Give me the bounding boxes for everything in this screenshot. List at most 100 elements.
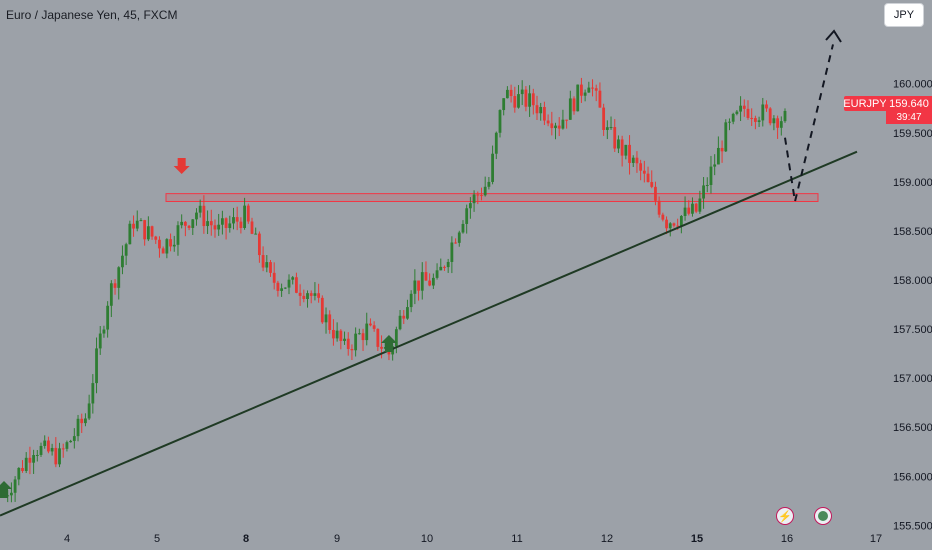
candle-body xyxy=(513,96,517,108)
candle-body xyxy=(172,244,176,247)
candle-body xyxy=(394,329,398,347)
candle-body xyxy=(246,205,250,222)
candle-body xyxy=(461,223,465,233)
candle-body xyxy=(332,329,335,339)
candle-body xyxy=(672,223,676,226)
candle-body xyxy=(176,225,180,245)
candle-body xyxy=(250,221,254,234)
candle-body xyxy=(705,184,709,186)
candle-body xyxy=(309,293,313,296)
candle-body xyxy=(161,248,165,254)
candle-body xyxy=(287,279,291,288)
candle-body xyxy=(742,105,746,109)
trendline xyxy=(0,150,858,517)
candle-body xyxy=(476,194,480,196)
candle-body xyxy=(694,203,698,212)
candle-body xyxy=(554,125,557,129)
candle-body xyxy=(487,181,491,187)
candle-body xyxy=(446,261,450,268)
candle-body xyxy=(95,348,98,384)
x-tick-label: 10 xyxy=(421,533,433,545)
candle-body xyxy=(776,118,779,128)
candle-body xyxy=(50,447,54,452)
candle-body xyxy=(209,221,213,226)
candle-body xyxy=(291,277,295,280)
candle-body xyxy=(98,333,102,349)
candle-body xyxy=(757,120,761,122)
candle-body xyxy=(17,467,21,480)
candle-body xyxy=(21,467,24,471)
candle-body xyxy=(720,147,724,152)
candle-body xyxy=(28,457,32,463)
candle-body xyxy=(228,223,232,229)
candle-body xyxy=(605,127,609,130)
candle-body xyxy=(628,144,631,163)
candle-body xyxy=(306,293,309,300)
candle-body xyxy=(24,457,28,471)
x-tick-label: 12 xyxy=(601,533,613,545)
candle-body xyxy=(450,242,454,262)
candle-body xyxy=(635,157,639,164)
candle-body xyxy=(132,223,135,229)
candle-body xyxy=(39,445,43,455)
x-tick-label: 5 xyxy=(154,533,160,545)
currency-button[interactable]: JPY xyxy=(884,3,924,27)
candle-body xyxy=(491,153,494,182)
candle-body xyxy=(406,307,409,319)
candle-body xyxy=(402,315,406,319)
candle-body xyxy=(254,233,258,235)
candle-body xyxy=(143,220,147,240)
candle-body xyxy=(217,224,221,230)
chart-title: Euro / Japanese Yen, 45, FXCM xyxy=(6,8,178,22)
candle-body xyxy=(343,338,346,341)
candle-body xyxy=(502,98,506,111)
candle-body xyxy=(520,89,524,95)
candle-body xyxy=(543,106,546,121)
candle-body xyxy=(676,225,680,227)
candle-body xyxy=(420,272,424,291)
candle-body xyxy=(498,110,502,133)
candle-body xyxy=(320,297,324,323)
candle-body xyxy=(76,418,80,437)
candle-body xyxy=(413,280,417,294)
up-arrow-marker xyxy=(380,335,397,352)
price-tag-countdown: 39:47 xyxy=(886,111,932,124)
price-tag: EURJPY 159.640 39:47 xyxy=(843,96,932,124)
candle-body xyxy=(150,226,154,237)
candle-body xyxy=(350,348,354,351)
candle-body xyxy=(665,219,668,229)
y-tick-label: 156.000 xyxy=(893,471,932,483)
candle-body xyxy=(372,325,376,329)
candle-body xyxy=(269,262,272,273)
flash-icon[interactable]: ⚡ xyxy=(776,507,794,525)
candle-body xyxy=(213,225,217,230)
candle-body xyxy=(65,442,69,449)
candle-body xyxy=(302,295,306,300)
candle-body xyxy=(220,218,224,225)
candle-body xyxy=(535,105,539,114)
candle-body xyxy=(428,280,432,286)
candle-body xyxy=(654,186,657,201)
candle-body xyxy=(617,139,620,149)
candle-body xyxy=(435,270,439,278)
candle-body xyxy=(91,383,95,404)
indicator-dot-icon[interactable] xyxy=(814,507,832,525)
x-tick-label: 15 xyxy=(691,533,703,545)
candle-body xyxy=(265,262,269,268)
candle-body xyxy=(524,89,528,107)
x-tick-label: 4 xyxy=(64,533,70,545)
candle-body xyxy=(765,104,768,109)
candle-body xyxy=(454,242,457,244)
candle-body xyxy=(517,94,520,108)
candle-body xyxy=(180,221,184,226)
candle-body xyxy=(43,440,47,446)
candle-body xyxy=(87,403,91,419)
x-tick-label: 8 xyxy=(243,533,249,545)
candle-body xyxy=(509,89,513,97)
candle-body xyxy=(206,221,209,227)
candle-body xyxy=(224,218,228,229)
candle-body xyxy=(565,119,569,121)
candle-body xyxy=(598,90,602,108)
candle-body xyxy=(365,323,369,341)
